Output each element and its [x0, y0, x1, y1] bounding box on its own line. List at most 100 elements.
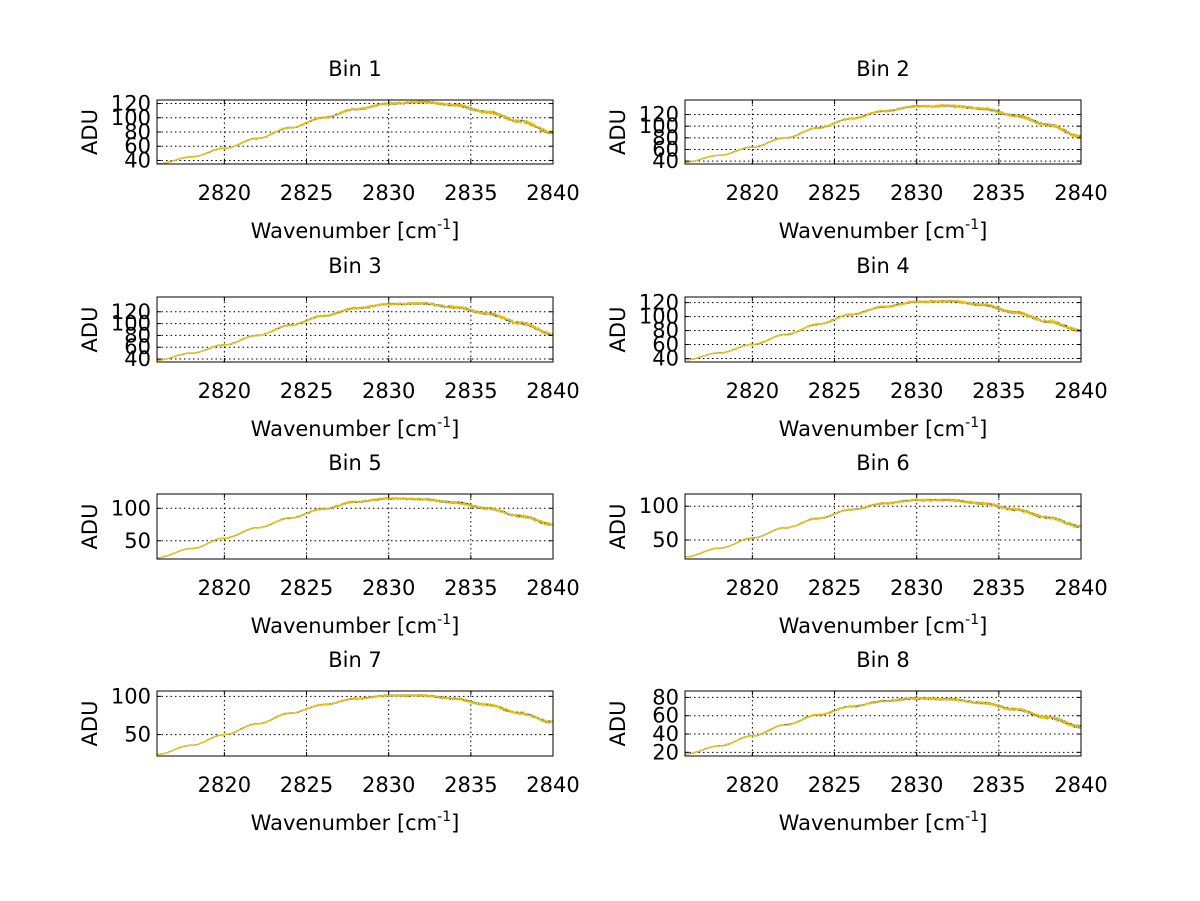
y-tick-label: 60 [652, 704, 679, 728]
y-tick-label: 120 [639, 291, 679, 315]
x-axis-label-superscript: -1 [965, 415, 979, 431]
x-tick-label: 2835 [444, 576, 497, 600]
subplot-title: Bin 8 [856, 648, 910, 672]
y-tick-label: 40 [124, 148, 151, 172]
y-tick-label: 50 [124, 529, 151, 553]
series-group [685, 696, 1081, 755]
x-axis-label-superscript: -1 [437, 612, 451, 628]
y-axis-label: ADU [606, 109, 630, 155]
x-tick-label: 2840 [1054, 181, 1107, 205]
axes-box [684, 493, 1082, 560]
y-tick-label: 100 [639, 114, 679, 138]
x-tick-label: 2835 [972, 773, 1025, 797]
series-line-5 [157, 100, 553, 164]
y-axis-label: ADU [606, 701, 630, 747]
x-axis-label-close: ] [451, 614, 459, 638]
x-axis-label: Wavenumber [cm-1] [779, 809, 988, 835]
x-axis-label-main: Wavenumber [cm [251, 614, 437, 638]
x-axis-label-close: ] [979, 219, 987, 243]
series-line-5 [685, 299, 1081, 361]
axes-box [684, 99, 1082, 165]
y-tick-label: 100 [111, 684, 151, 708]
x-tick-label: 2840 [526, 379, 579, 403]
x-axis-label: Wavenumber [cm-1] [779, 217, 988, 243]
y-tick-label: 60 [124, 335, 151, 359]
x-axis-label: Wavenumber [cm-1] [251, 809, 460, 835]
grid-lines [157, 100, 553, 164]
x-axis-label-superscript: -1 [965, 809, 979, 825]
y-tick-label: 80 [124, 323, 151, 347]
x-axis-label-close: ] [451, 417, 459, 441]
y-tick-label: 40 [652, 149, 679, 173]
x-tick-label: 2820 [198, 181, 251, 205]
y-tick-label: 120 [639, 103, 679, 127]
x-tick-label: 2825 [280, 773, 333, 797]
x-tick-label: 2825 [280, 379, 333, 403]
y-axis-label: ADU [606, 504, 630, 550]
series-line-5 [685, 498, 1081, 558]
x-tick-label: 2835 [972, 379, 1025, 403]
y-tick-label: 120 [111, 300, 151, 324]
axes-box [684, 690, 1082, 757]
x-tick-label: 2840 [1054, 773, 1107, 797]
y-tick-label: 100 [639, 305, 679, 329]
y-tick-label: 50 [652, 528, 679, 552]
y-tick-label: 100 [111, 312, 151, 336]
series-line-5 [157, 496, 553, 559]
x-tick-label: 2820 [726, 379, 779, 403]
x-axis-label: Wavenumber [cm-1] [251, 612, 460, 638]
x-tick-label: 2820 [726, 576, 779, 600]
grid-lines [685, 297, 1081, 362]
x-tick-label: 2825 [808, 379, 861, 403]
x-tick-label: 2830 [362, 379, 415, 403]
x-tick-label: 2830 [890, 773, 943, 797]
x-tick-label: 2820 [726, 773, 779, 797]
x-axis-label-superscript: -1 [437, 415, 451, 431]
x-tick-label: 2840 [526, 773, 579, 797]
series-group [157, 301, 553, 361]
y-tick-label: 80 [652, 126, 679, 150]
y-tick-label: 40 [652, 722, 679, 746]
series-group [157, 693, 553, 756]
subplot-title: Bin 4 [856, 254, 910, 278]
series-group [157, 496, 553, 559]
x-tick-label: 2825 [280, 181, 333, 205]
x-axis-label-superscript: -1 [965, 612, 979, 628]
grid-lines [685, 691, 1081, 756]
x-axis-label-main: Wavenumber [cm [251, 811, 437, 835]
x-axis-label-close: ] [451, 219, 459, 243]
x-tick-label: 2830 [362, 181, 415, 205]
x-tick-label: 2835 [444, 379, 497, 403]
subplot-title: Bin 3 [328, 254, 382, 278]
y-axis-label: ADU [78, 701, 102, 747]
x-axis-label: Wavenumber [cm-1] [779, 612, 988, 638]
y-tick-label: 60 [652, 333, 679, 357]
subplot-bin-6: Bin 6 2820 2825 2830 2835 2840 50 100 ADU Wavenum… [606, 451, 1108, 638]
x-axis-label: Wavenumber [cm-1] [779, 415, 988, 441]
x-tick-label: 2835 [444, 181, 497, 205]
subplot-title: Bin 6 [856, 451, 910, 475]
x-tick-label: 2820 [726, 181, 779, 205]
y-tick-label: 20 [652, 740, 679, 764]
y-axis-label: ADU [78, 109, 102, 155]
x-tick-label: 2820 [198, 773, 251, 797]
x-axis-label-close: ] [979, 811, 987, 835]
subplot-title: Bin 7 [328, 648, 382, 672]
x-tick-label: 2840 [526, 576, 579, 600]
x-axis-label-main: Wavenumber [cm [779, 614, 965, 638]
x-tick-label: 2830 [362, 773, 415, 797]
grid-lines [157, 691, 553, 756]
x-tick-label: 2825 [280, 576, 333, 600]
y-axis-label: ADU [78, 307, 102, 353]
y-tick-label: 100 [111, 496, 151, 520]
x-axis-label-main: Wavenumber [cm [779, 811, 965, 835]
axes-box [684, 296, 1082, 363]
subplot-title: Bin 2 [856, 57, 910, 81]
x-axis-label-superscript: -1 [437, 809, 451, 825]
subplot-bin-7: Bin 7 2820 2825 2830 2835 2840 50 100 ADU Wavenum… [78, 648, 580, 835]
